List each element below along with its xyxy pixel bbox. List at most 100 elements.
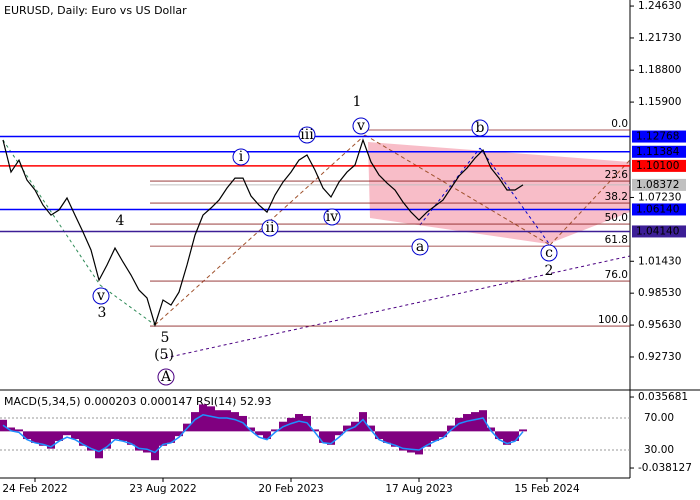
y-tick-label: -0.038127 [638,462,692,474]
macd-bar [327,431,335,445]
macd-bar [423,431,431,447]
y2-tick-label: 70.00 [644,412,674,424]
price-box-label: 1.10100 [636,160,679,172]
macd-bar [47,431,55,449]
macd-bar [71,431,79,440]
wave-circle [411,238,429,256]
price-box-label: 1.06140 [636,203,679,215]
macd-bar [79,431,87,446]
price-box-label: 1.12768 [636,131,679,143]
wave-label: 5 [161,330,170,346]
trend-line [164,255,631,359]
y-tick-label: 1.21730 [638,32,681,44]
macd-bar [111,431,119,440]
wave-circle [298,126,316,144]
price-box [632,159,686,172]
macd-bar [271,429,279,432]
macd-bar [175,431,183,437]
wave-line [419,147,481,226]
macd-bar [295,414,303,432]
macd-bar [31,431,39,443]
macd-bar [415,431,423,455]
macd-bar [87,431,95,451]
macd-bar [495,431,503,440]
wave-label: 1 [353,94,362,110]
macd-bar [231,412,239,432]
wave-label: i [239,149,244,165]
macd-bar [431,431,439,441]
fib-label: 76.0 [605,269,628,281]
macd-bar [191,412,199,432]
fib-label: 23.6 [605,169,629,181]
macd-bar [343,425,351,432]
macd-bar [375,431,383,440]
wave-label: 2 [545,263,554,279]
wave-label: iii [300,127,314,143]
y-tick-label: 1.15900 [638,96,681,108]
macd-bar [215,410,223,432]
indicator-title: MACD(5,34,5) 0.000203 0.000147 RSI(14) 5… [4,395,271,408]
macd-bar [463,414,471,432]
macd-bar [199,404,207,432]
y-tick-label: 1.24630 [638,0,681,12]
price-box-label: 1.04140 [636,225,679,237]
wave-label: v [96,288,105,304]
y-tick-label: 1.01430 [638,255,681,267]
macd-bar [319,431,327,443]
macd-bar [407,431,415,453]
wave-label: v [356,118,365,134]
wave-label: c [545,245,553,261]
macd-bar [247,427,255,432]
wave-label: a [416,239,424,255]
wave-circle [471,119,489,137]
macd-bar [391,431,399,447]
macd-bar [23,431,31,440]
wave-line [364,134,551,246]
wave-line [479,147,551,246]
wave-label: (5) [154,347,174,363]
macd-bar [255,431,263,436]
chart-title: EURUSD, Daily: Euro vs US Dollar [4,4,187,17]
macd-bar [103,431,111,449]
wave-circle [352,117,370,135]
macd-bar [143,431,151,453]
y-tick-label: 1.07230 [638,191,681,203]
x-tick-label: 17 Aug 2023 [385,483,452,495]
macd-bar [159,431,167,446]
price-box-label: 1.08372 [636,179,679,191]
wave-line [99,284,156,326]
wave-label: b [476,120,485,136]
macd-bar [167,431,175,443]
price-box-label: 1.11384 [636,146,680,158]
rsi-line [2,414,524,454]
macd-bar [39,431,47,446]
price-box [632,178,686,191]
fib-label: 100.0 [598,314,628,326]
macd-bar [399,431,407,451]
wave-label: 3 [98,305,107,321]
macd-bar [119,431,127,441]
wave-label: iv [326,209,338,225]
y-tick-label: 0.92730 [638,351,681,363]
macd-bar [135,431,143,451]
y-tick-label: 0.98530 [638,287,681,299]
wave-circle [232,148,250,166]
wave-label: 4 [116,213,125,229]
macd-bar [151,431,159,461]
wave-line [154,134,366,326]
fib-label: 61.8 [605,234,628,246]
macd-bar [367,425,375,432]
price-box [632,225,686,238]
macd-bar [503,431,511,445]
macd-bar [15,429,23,432]
macd-bar [311,429,319,432]
fib-label: 0.0 [611,118,628,130]
wave-line [549,159,631,246]
macd-bar [439,431,447,438]
macd-bar [127,431,135,445]
wave-circle [261,219,279,237]
macd-bar [287,417,295,432]
wave-circle [540,244,558,262]
